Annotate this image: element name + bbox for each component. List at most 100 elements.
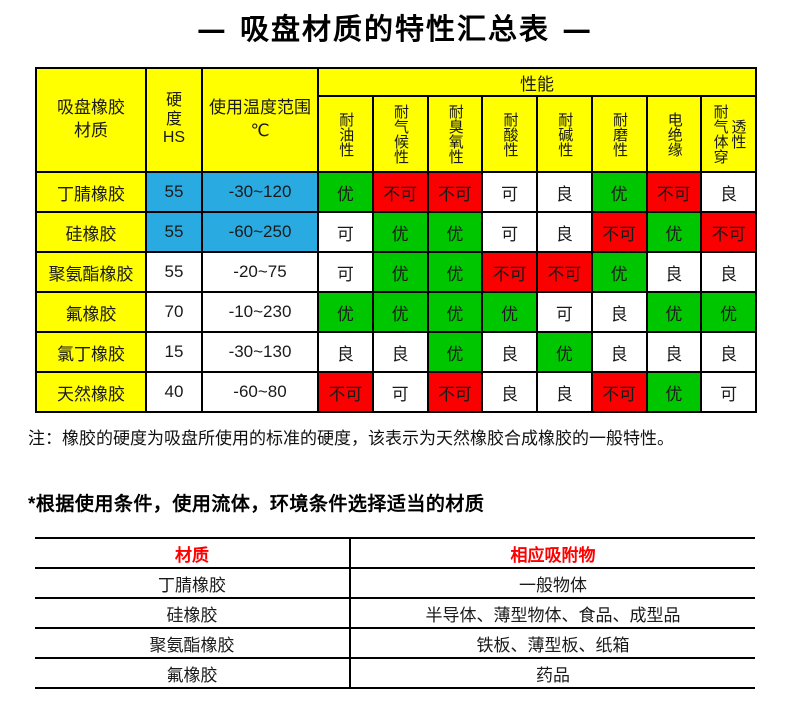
perf-header-3: 耐酸性 xyxy=(481,95,538,173)
performance-cell: 良 xyxy=(645,251,703,293)
main-table-body: 丁腈橡胶 55 -30~120 优不可 不可可良优不可良硅橡胶 55 -60~250 可优优可… xyxy=(35,171,757,413)
application-header-row: 材质 相应吸附物 xyxy=(35,538,755,568)
performance-cell: 不可 xyxy=(426,371,484,413)
performance-cell: 优 xyxy=(481,291,538,333)
performance-cell: 良 xyxy=(371,331,429,373)
performance-cell: 良 xyxy=(317,331,374,373)
application-objects-cell: 一般物体 xyxy=(519,575,587,595)
application-material-cell: 丁腈橡胶 xyxy=(35,568,351,598)
header-material: 吸盘橡胶 材质 xyxy=(35,67,147,173)
note-text: 注：橡胶的硬度为吸盘所使用的标准的硬度，该表示为天然橡胶合成橡胶的一般特性。 xyxy=(28,429,674,448)
performance-cell: 优 xyxy=(536,331,593,373)
material-row-2: 聚氨酯橡胶 55 -20~75 可优优不可 不可优良良 xyxy=(35,251,757,293)
performance-cell: 优 xyxy=(426,291,484,333)
application-objects-cell: 药品 xyxy=(536,665,570,685)
perf-header-7: 耐气体穿透性 xyxy=(700,95,757,173)
header-hardness: 硬 度 HS xyxy=(145,67,203,173)
performance-cell: 可 xyxy=(700,371,757,413)
header-temp-range: 使用温度范围 ℃ xyxy=(201,67,319,173)
performance-cell: 良 xyxy=(700,331,757,373)
material-row-5: 天然橡胶 40 -60~80 不可可不可良良不可优可 xyxy=(35,371,757,413)
performance-cell: 良 xyxy=(481,371,538,413)
performance-cell: 良 xyxy=(700,251,757,293)
temp-range-cell: -20~75 xyxy=(201,251,319,293)
material-name-cell: 氯丁橡胶 xyxy=(35,331,147,373)
performance-cell: 可 xyxy=(481,171,538,213)
material-selection-tip: *根据使用条件，使用流体，环境条件选择适当的材质 xyxy=(28,494,485,515)
hardness-cell: 15 xyxy=(145,331,203,373)
performance-cell: 可 xyxy=(317,251,374,293)
temp-range-cell: -30~120 xyxy=(201,171,319,213)
performance-cell: 不可 xyxy=(700,211,757,253)
application-row-1: 硅橡胶 半导体、薄型物体、食品、成型品 xyxy=(35,598,755,628)
application-row-2: 聚氨酯橡胶 铁板、薄型板、纸箱 xyxy=(35,628,755,658)
perf-header-label: 耐气体穿透性 xyxy=(711,104,747,164)
performance-cell: 良 xyxy=(645,331,703,373)
main-header-row-performance: 耐油性 耐气候性 耐臭氧性 耐酸性 耐碱性 耐磨性 电绝缘 耐气体穿透性 xyxy=(36,95,757,173)
performance-cell: 不可 xyxy=(645,171,703,213)
performance-cell: 良 xyxy=(536,211,593,253)
performance-cell: 不可 xyxy=(590,211,648,253)
performance-cell: 良 xyxy=(536,171,593,213)
perf-header-label: 电绝缘 xyxy=(665,111,683,157)
performance-cell: 不可 xyxy=(481,251,538,293)
performance-cell: 优 xyxy=(317,291,374,333)
material-application-table: 材质 相应吸附物 丁腈橡胶 一般物体硅橡胶 半导体、薄型物体、食品、成型品聚氨酯橡胶… xyxy=(35,537,755,689)
performance-cell: 优 xyxy=(645,291,703,333)
application-material-cell: 聚氨酯橡胶 xyxy=(35,628,351,658)
performance-cell: 可 xyxy=(317,211,374,253)
application-objects-cell: 半导体、薄型物体、食品、成型品 xyxy=(425,605,681,625)
perf-header-label: 耐臭氧性 xyxy=(446,104,464,164)
perf-header-label: 耐碱性 xyxy=(556,111,574,157)
performance-cell: 不可 xyxy=(317,371,374,413)
materials-properties-table: 吸盘橡胶 材质 硬 度 HS 使用温度范围 ℃ 性能 耐油性 耐气候性 耐臭氧性 耐酸… xyxy=(35,67,757,413)
performance-cell: 良 xyxy=(590,331,648,373)
performance-cell: 优 xyxy=(645,211,703,253)
performance-cell: 不可 xyxy=(590,371,648,413)
perf-header-label: 耐酸性 xyxy=(501,111,519,157)
perf-header-5: 耐磨性 xyxy=(590,95,648,173)
performance-cell: 优 xyxy=(317,171,374,213)
perf-header-4: 耐碱性 xyxy=(536,95,593,173)
material-name-cell: 聚氨酯橡胶 xyxy=(35,251,147,293)
header-app-material: 材质 xyxy=(35,538,351,568)
performance-cell: 优 xyxy=(700,291,757,333)
perf-header-label: 耐磨性 xyxy=(610,111,628,157)
hardness-cell: 40 xyxy=(145,371,203,413)
performance-cell: 可 xyxy=(481,211,538,253)
temp-range-cell: -30~130 xyxy=(201,331,319,373)
perf-header-label: 耐气候性 xyxy=(391,104,409,164)
application-table-body: 丁腈橡胶 一般物体硅橡胶 半导体、薄型物体、食品、成型品聚氨酯橡胶 铁板、薄型板、纸箱… xyxy=(35,568,755,688)
performance-cell: 优 xyxy=(426,211,484,253)
perf-header-2: 耐臭氧性 xyxy=(426,95,484,173)
performance-cell: 优 xyxy=(371,211,429,253)
material-row-4: 氯丁橡胶 15 -30~130 良良优良优良良良 xyxy=(35,331,757,373)
temp-range-cell: -60~80 xyxy=(201,371,319,413)
performance-cell: 可 xyxy=(536,291,593,333)
material-name-cell: 天然橡胶 xyxy=(35,371,147,413)
hardness-cell: 55 xyxy=(145,251,203,293)
hardness-cell: 55 xyxy=(145,211,203,253)
main-header-row-top: 吸盘橡胶 材质 硬 度 HS 使用温度范围 ℃ 性能 xyxy=(35,67,757,173)
performance-cell: 优 xyxy=(590,251,648,293)
performance-cell: 不可 xyxy=(371,171,429,213)
hardness-cell: 55 xyxy=(145,171,203,213)
material-name-cell: 丁腈橡胶 xyxy=(35,171,147,213)
performance-cell: 优 xyxy=(590,171,648,213)
performance-cell: 良 xyxy=(700,171,757,213)
performance-cell: 优 xyxy=(426,331,484,373)
material-row-3: 氟橡胶 70 -10~230 优优优优可良优优 xyxy=(35,291,757,333)
application-table-header: 材质 相应吸附物 xyxy=(35,538,755,568)
performance-cell: 可 xyxy=(371,371,429,413)
application-objects-cell: 铁板、薄型板、纸箱 xyxy=(476,635,630,655)
perf-header-0: 耐油性 xyxy=(317,95,374,173)
application-material-cell: 硅橡胶 xyxy=(35,598,351,628)
performance-cell: 良 xyxy=(590,291,648,333)
main-table-header: 吸盘橡胶 材质 硬 度 HS 使用温度范围 ℃ 性能 耐油性 耐气候性 耐臭氧性 耐酸… xyxy=(35,67,757,173)
performance-cell: 不可 xyxy=(536,251,593,293)
performance-cell: 优 xyxy=(426,251,484,293)
material-name-cell: 硅橡胶 xyxy=(35,211,147,253)
performance-cell: 优 xyxy=(371,291,429,333)
performance-cell: 良 xyxy=(481,331,538,373)
